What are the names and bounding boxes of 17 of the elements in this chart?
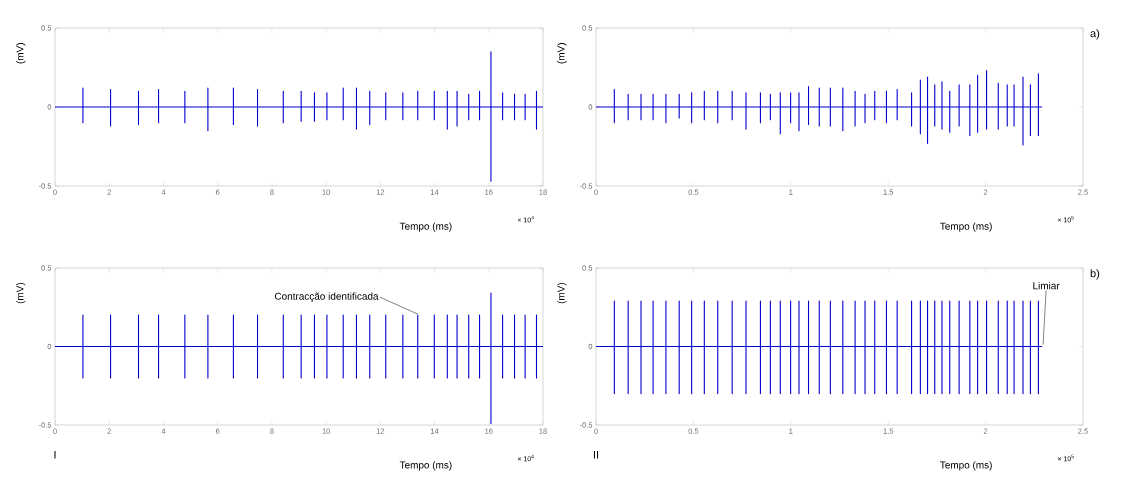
- line-series: [54, 51, 544, 182]
- x-axis-title: Tempo (ms): [399, 222, 452, 232]
- x-axis-title: Tempo (ms): [940, 222, 992, 232]
- y-axis-title: (mV): [557, 282, 567, 304]
- y-axis-title: (mV): [557, 43, 567, 64]
- annotation: Limiar: [1033, 281, 1060, 290]
- line-series: [595, 70, 1043, 146]
- x-axis-title: Tempo (ms): [940, 461, 992, 471]
- line-series: [54, 292, 544, 424]
- y-axis-title: (mV): [16, 43, 26, 64]
- text: b): [1090, 269, 1100, 280]
- annotation: Contracção identificada: [274, 292, 379, 302]
- text: II: [593, 451, 599, 459]
- text: a): [1090, 29, 1100, 40]
- y-axis-title: (mV): [16, 282, 26, 304]
- text: I: [54, 451, 56, 459]
- x-axis-title: Tempo (ms): [399, 461, 452, 471]
